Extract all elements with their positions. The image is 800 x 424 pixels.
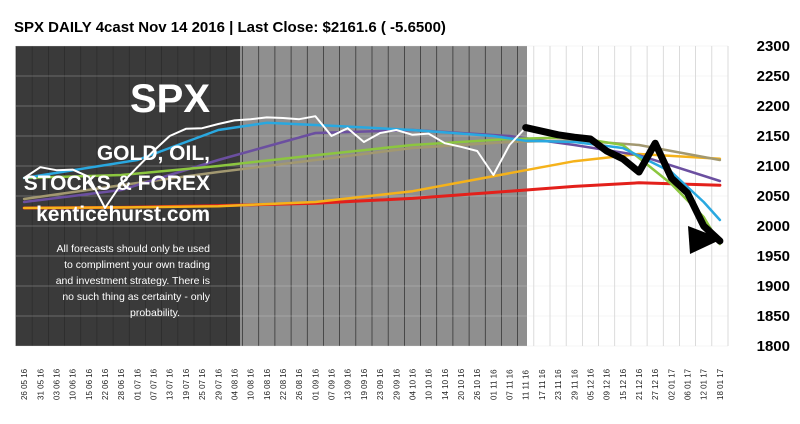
x-tick-label: 23 09 16 [376,368,385,400]
x-tick-label: 01 11 16 [489,369,498,400]
x-tick-label: 06 01 17 [684,368,693,400]
x-tick-label: 26 10 16 [473,368,482,400]
x-tick-label: 05 12 16 [586,368,595,400]
disclaimer-line-1: All forecasts should only be used [56,243,210,255]
x-tick-label: 11 11 16 [522,369,531,400]
series-line-1 [522,124,724,245]
x-tick-label: 27 12 16 [651,368,660,400]
x-tick-label: 31 05 16 [36,368,45,400]
x-tick-label: 14 10 16 [441,368,450,400]
x-tick-label: 20 10 16 [457,368,466,400]
y-tick-label: 2000 [757,218,790,235]
forecast-arrowhead [688,226,722,254]
y-tick-label: 1900 [757,278,790,295]
overlay-line2: STOCKS & FOREX [24,172,210,195]
x-tick-label: 10 10 16 [425,368,434,400]
y-tick-label: 1850 [757,308,790,325]
y-tick-label: 2200 [757,98,790,115]
x-tick-label: 07 09 16 [328,368,337,400]
disclaimer-line-3: and investment strategy. There is [56,275,210,287]
y-tick-label: 2300 [757,38,790,55]
x-tick-label: 01 07 16 [133,368,142,400]
x-tick-label: 12 01 17 [700,368,709,400]
x-tick-label: 25 07 16 [198,368,207,400]
watermark-overlay: SPX GOLD, OIL, STOCKS & FOREX kenticehur… [24,77,211,319]
series-line-0 [23,115,527,209]
x-tick-label: 13 07 16 [166,368,175,400]
x-tick-label: 22 06 16 [101,368,110,400]
x-tick-label: 07 11 16 [506,369,515,400]
x-tick-label: 29 11 16 [570,369,579,400]
y-tick-label: 2100 [757,158,790,175]
disclaimer-line-4: no such thing as certainty - only [62,291,210,303]
series-lines [22,115,724,246]
x-tick-label: 16 08 16 [263,368,272,400]
x-tick-label: 19 07 16 [182,368,191,400]
disclaimer-line-2: to compliment your own trading [64,259,210,271]
x-tick-label: 26 05 16 [20,368,29,400]
disclaimer-line-5: probability. [130,307,180,319]
x-tick-label: 26 08 16 [295,368,304,400]
x-tick-label: 03 06 16 [52,368,61,400]
x-tick-label: 17 11 16 [538,369,547,400]
x-tick-label: 09 12 16 [603,368,612,400]
y-axis-ticks: 2300 2250 2200 2150 2100 2050 2000 1950 1900 1850… [757,38,790,355]
x-tick-label: 15 06 16 [85,368,94,400]
x-tick-label: 23 11 16 [554,369,563,400]
x-axis-ticks: 26 05 16 31 05 16 03 06 16 10 06 16 15 06 16… [20,368,725,400]
x-tick-label: 07 07 16 [150,368,159,400]
x-tick-label: 04 08 16 [230,368,239,400]
x-tick-label: 22 08 16 [279,368,288,400]
y-tick-label: 1800 [757,338,790,355]
x-tick-label: 19 09 16 [360,368,369,400]
x-tick-label: 13 09 16 [344,368,353,400]
x-tick-label: 28 06 16 [117,368,126,400]
x-tick-label: 15 12 16 [619,368,628,400]
chart-title: SPX DAILY 4cast Nov 14 2016 | Last Close… [14,19,446,36]
x-tick-label: 10 06 16 [69,368,78,400]
x-tick-label: 01 09 16 [311,368,320,400]
x-tick-label: 10 08 16 [247,368,256,400]
overlay-site: kenticehurst.com [36,203,210,226]
x-tick-label: 29 09 16 [392,368,401,400]
overlay-line1: GOLD, OIL, [97,142,210,165]
y-tick-label: 1950 [757,248,790,265]
x-tick-label: 02 01 17 [667,368,676,400]
y-tick-label: 2250 [757,68,790,85]
y-tick-label: 2150 [757,128,790,145]
y-tick-label: 2050 [757,188,790,205]
x-tick-label: 04 10 16 [408,368,417,400]
overlay-symbol: SPX [130,77,210,121]
x-tick-label: 21 12 16 [635,368,644,400]
x-tick-label: 18 01 17 [716,368,725,400]
x-tick-label: 29 07 16 [214,368,223,400]
